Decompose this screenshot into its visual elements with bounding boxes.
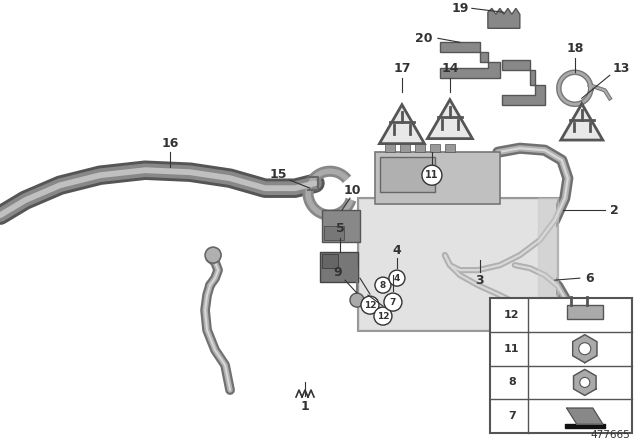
Polygon shape [380,105,424,144]
Text: 16: 16 [161,137,179,150]
Text: 20: 20 [415,32,433,45]
Text: 12: 12 [364,301,376,310]
FancyBboxPatch shape [400,144,410,152]
Text: 9: 9 [333,266,342,279]
FancyBboxPatch shape [375,152,500,204]
Text: 17: 17 [393,62,411,75]
Circle shape [350,293,364,307]
FancyBboxPatch shape [322,254,338,268]
Polygon shape [561,104,603,140]
FancyBboxPatch shape [490,298,632,433]
FancyBboxPatch shape [385,144,395,152]
Text: 6: 6 [586,271,594,284]
Text: 1: 1 [301,400,309,413]
Polygon shape [502,60,545,105]
Text: 10: 10 [343,184,361,197]
Circle shape [205,247,221,263]
FancyBboxPatch shape [322,210,360,242]
Text: 4: 4 [392,244,401,257]
Text: 8: 8 [508,377,516,388]
Circle shape [580,377,590,388]
Text: 11: 11 [504,344,520,354]
Polygon shape [565,424,605,428]
Text: 4: 4 [394,274,400,283]
Circle shape [422,165,442,185]
Polygon shape [538,198,558,331]
Text: 11: 11 [425,170,438,180]
Polygon shape [488,9,520,28]
Text: 477665: 477665 [590,430,630,440]
Text: 2: 2 [611,204,619,217]
Text: 3: 3 [476,274,484,287]
Text: 12: 12 [504,310,520,320]
Circle shape [375,277,391,293]
Circle shape [389,270,405,286]
Text: 15: 15 [269,168,287,181]
FancyBboxPatch shape [360,200,556,329]
Text: 19: 19 [451,2,468,15]
FancyBboxPatch shape [380,157,435,192]
FancyBboxPatch shape [430,144,440,152]
Text: 18: 18 [566,42,584,55]
FancyBboxPatch shape [445,144,455,152]
Polygon shape [428,99,472,138]
Text: 13: 13 [612,62,630,75]
Text: 8: 8 [380,280,386,289]
Text: 7: 7 [390,297,396,306]
Text: 7: 7 [508,411,516,421]
FancyBboxPatch shape [567,305,603,319]
FancyBboxPatch shape [320,252,358,282]
Text: 14: 14 [441,62,459,75]
Text: 12: 12 [377,312,389,321]
Polygon shape [573,370,596,396]
Polygon shape [440,42,500,78]
Circle shape [361,296,379,314]
FancyBboxPatch shape [324,226,344,240]
FancyBboxPatch shape [358,198,558,331]
Circle shape [374,307,392,325]
Circle shape [384,293,402,311]
Polygon shape [567,408,603,424]
Polygon shape [573,335,597,363]
Circle shape [579,343,591,355]
Text: 5: 5 [335,222,344,235]
FancyBboxPatch shape [415,144,425,152]
